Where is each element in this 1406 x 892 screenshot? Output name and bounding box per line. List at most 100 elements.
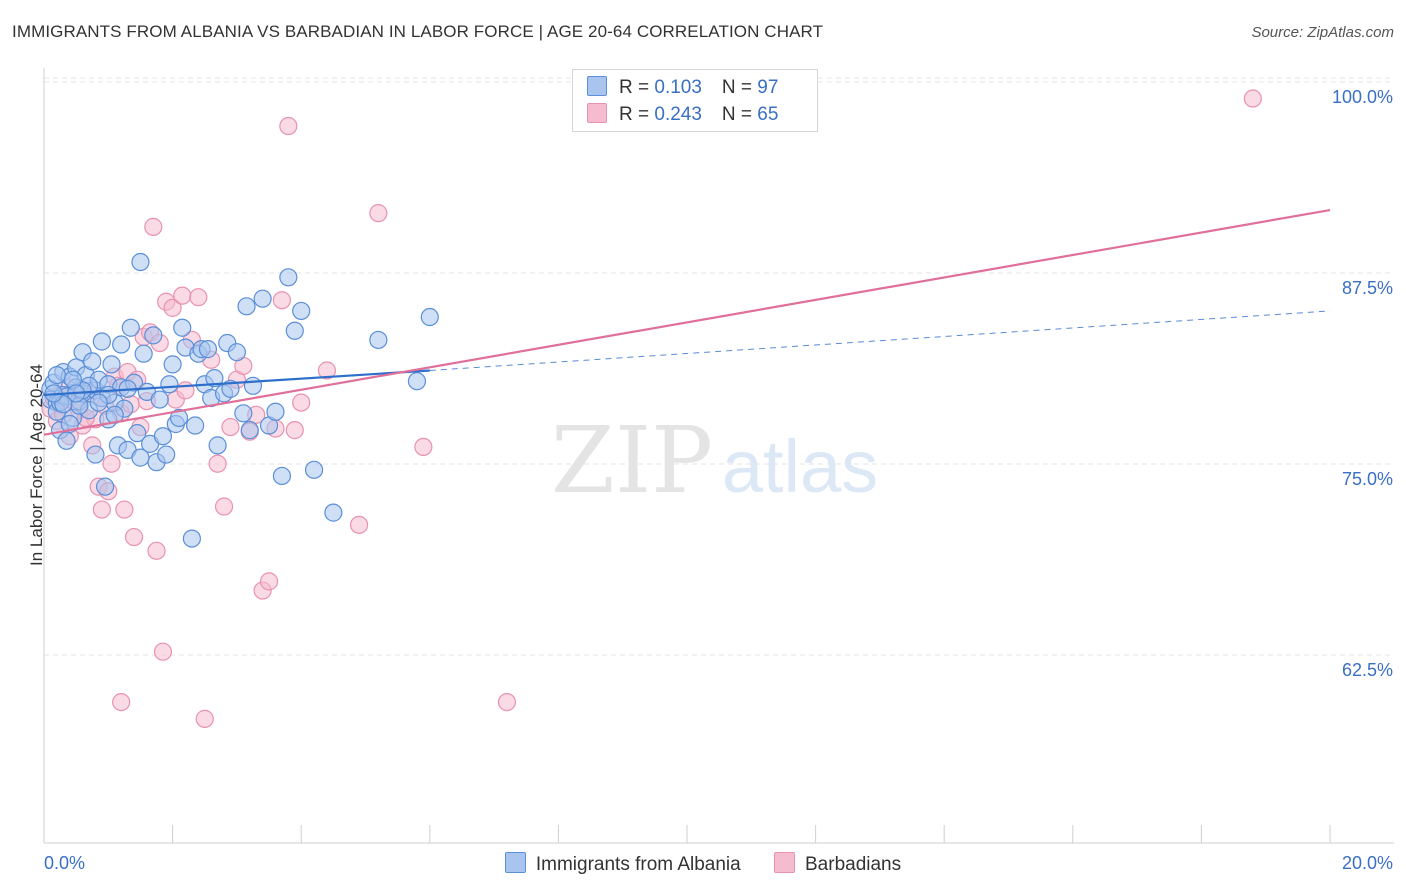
legend-n-value-1: 97 [757,77,779,98]
y-tick-label-0: 62.5% [1342,660,1393,680]
legend-swatch-barbadians [587,103,607,123]
legend-r-label-1: R = [619,77,655,98]
albania-point-50 [169,408,189,427]
albania-point-65 [227,343,246,362]
legend-r-label-2: R = [619,104,655,125]
albania-point-22 [92,332,111,351]
legend-n-label-1: N = [721,77,758,98]
series-legend-albania[interactable]: Immigrants from Albania [504,852,741,876]
albania-point-82 [47,365,66,385]
albania-point-67 [237,297,256,316]
albania-point-36 [128,424,147,443]
albania-point-78 [324,503,343,522]
barbadians-point-54 [285,421,304,440]
albania-point-60 [205,369,224,388]
legend-swatch-albania [587,76,607,96]
albania-point-74 [279,268,298,287]
watermark: ZIP atlas [551,407,878,514]
albania-point-8 [57,431,76,450]
barbadians-point-60 [497,692,517,712]
barbadians-point-55 [292,393,311,412]
albania-point-45 [153,427,173,446]
barbadians-point-13 [92,500,111,519]
correlation-legend: R = 0.103 N = 97 R = 0.243 N = 65 [572,69,818,132]
y-tick-label-1: 75.0% [1342,469,1393,489]
series-label-albania: Immigrants from Albania [535,854,741,875]
albania-point-34 [121,318,140,337]
barbadians-point-42 [208,454,227,473]
series-swatch-barbadians [774,852,795,873]
albania-point-76 [292,301,311,321]
y-axis-label: In Labor Force | Age 20-64 [27,364,46,566]
albania-point-58 [198,340,218,359]
legend-row-barbadians: R = 0.243 N = 65 [587,103,778,125]
albania-trend-dashed [429,310,1331,372]
barbadians-point-23 [124,527,144,547]
albania-point-92 [89,393,108,412]
barbadians-point-39 [189,288,208,307]
albania-point-75 [285,321,304,340]
series-swatch-albania [504,852,526,873]
legend-n-value-2: 65 [757,104,779,125]
albania-point-27 [102,355,121,374]
barbadians-point-40 [195,709,214,728]
barbadians-point-16 [102,454,121,473]
barbadians-point-59 [414,437,433,457]
x-tick-label-1: 20.0% [1342,853,1393,873]
x-tick-label-0: 0.0% [44,853,85,873]
barbadians-point-43 [214,497,234,516]
albania-point-24 [95,477,115,496]
tick-labels: 62.5% 75.0% 87.5% 100.0% 0.0% 20.0% [44,87,1393,873]
barbadians-point-52 [272,291,292,310]
barbadians-point-57 [349,515,369,534]
albania-point-77 [304,460,324,479]
y-tick-label-2: 87.5% [1342,278,1393,298]
chart-title: IMMIGRANTS FROM ALBANIA VS BARBADIAN IN … [12,22,824,41]
series-legend-barbadians[interactable]: Barbadians [774,852,901,876]
source-label: Source: ZipAtlas.com [1251,24,1394,41]
albania-point-80 [407,372,427,391]
albania-point-30 [112,335,131,354]
barbadians-point-37 [176,381,195,400]
barbadians-point-53 [279,116,298,136]
albania-point-64 [221,379,240,398]
barbadians-point-50 [259,572,279,591]
albania-point-51 [173,318,192,337]
legend-row-albania: R = 0.103 N = 97 [587,76,778,98]
albania-point-38 [131,252,150,272]
albania-point-54 [186,416,205,435]
trend-lines [43,208,1331,436]
barbadians-point-44 [221,417,240,437]
barbadians-trend [43,208,1331,436]
albania-point-88 [60,414,79,434]
barbadians-point-20 [115,500,134,519]
albania-point-18 [83,352,102,371]
albania-point-66 [234,404,253,423]
series-label-barbadians: Barbadians [805,854,902,875]
barbadians-point-32 [153,642,173,661]
axis-layer [43,68,1394,844]
watermark-atlas: atlas [722,425,878,508]
legend-n-label-2: N = [721,104,758,125]
albania-points [41,252,439,548]
albania-point-79 [369,330,388,350]
albania-point-61 [208,436,227,455]
albania-point-68 [240,421,259,440]
barbadians-point-36 [173,286,192,305]
watermark-zip: ZIP [551,407,713,514]
albania-point-73 [272,466,292,486]
albania-point-47 [160,375,179,394]
albania-point-48 [163,355,182,374]
albania-point-20 [86,445,105,464]
albania-point-69 [243,376,263,395]
albania-point-53 [182,529,201,548]
albania-point-42 [144,326,163,345]
albania-point-39 [134,344,153,363]
albania-point-46 [157,445,176,464]
albania-point-81 [420,307,439,327]
albania-trend-solid [43,369,430,397]
albania-point-44 [150,390,169,409]
barbadians-point-62 [112,692,131,712]
barbadians-point-61 [1243,89,1262,108]
